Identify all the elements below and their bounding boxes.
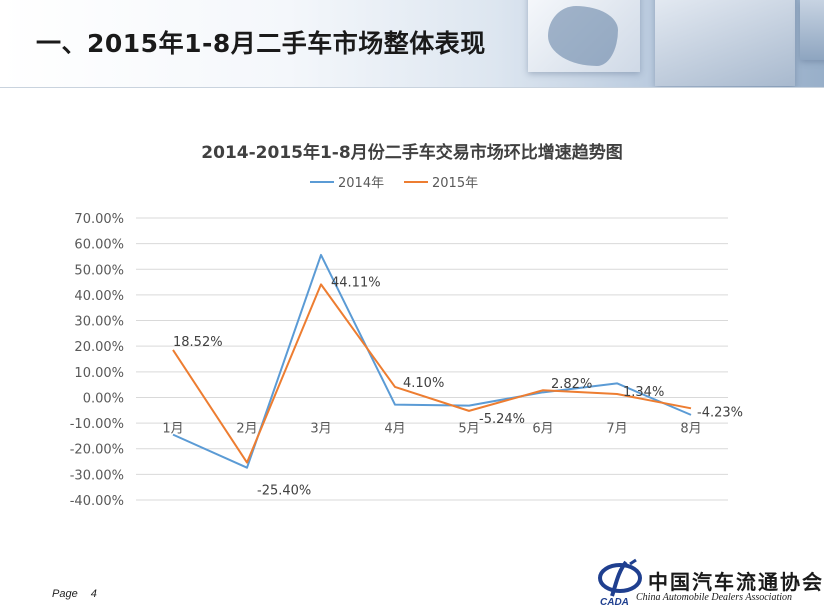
data-label: -25.40% bbox=[257, 484, 311, 499]
x-tick-label: 5月 bbox=[458, 421, 479, 436]
y-tick-label: -20.00% bbox=[70, 443, 124, 458]
line-chart: 2014-2015年1-8月份二手车交易市场环比增速趋势图 2014年 2015年 7… bbox=[70, 142, 743, 509]
cada-logo: CADA 中国汽车流通协会 China Automobile Dealers A… bbox=[596, 556, 822, 610]
logo-name-en: China Automobile Dealers Association bbox=[636, 592, 793, 603]
data-label: 18.52% bbox=[173, 335, 223, 350]
x-tick-label: 1月 bbox=[162, 421, 183, 436]
slide-header: 一、2015年1-8月二手车市场整体表现 bbox=[0, 0, 824, 88]
y-tick-label: -40.00% bbox=[70, 494, 124, 509]
y-tick-label: 40.00% bbox=[74, 289, 124, 304]
legend-label: 2015年 bbox=[432, 176, 478, 191]
x-tick-label: 4月 bbox=[384, 421, 405, 436]
logo-name-cn: 中国汽车流通协会 bbox=[648, 570, 824, 594]
data-label: 4.10% bbox=[403, 376, 444, 391]
data-label: 44.11% bbox=[331, 275, 381, 290]
decorative-map bbox=[548, 6, 618, 66]
y-tick-label: 20.00% bbox=[74, 340, 124, 355]
x-tick-label: 2月 bbox=[236, 421, 257, 436]
data-label: -5.24% bbox=[479, 412, 525, 427]
y-tick-label: 70.00% bbox=[74, 212, 124, 227]
y-tick-label: 0.00% bbox=[83, 391, 124, 406]
y-tick-label: 30.00% bbox=[74, 315, 124, 330]
data-label: -4.23% bbox=[697, 405, 743, 420]
page-label: Page bbox=[52, 588, 78, 600]
legend-label: 2014年 bbox=[338, 176, 384, 191]
page-number: 4 bbox=[90, 588, 97, 600]
x-tick-label: 7月 bbox=[606, 421, 627, 436]
y-tick-label: -30.00% bbox=[70, 468, 124, 483]
chart-title: 2014-2015年1-8月份二手车交易市场环比增速趋势图 bbox=[201, 142, 622, 163]
y-tick-label: -10.00% bbox=[70, 417, 124, 432]
cada-emblem-icon: CADA bbox=[598, 558, 642, 608]
decorative-cube bbox=[800, 0, 824, 60]
series-line-2015年 bbox=[172, 283, 692, 464]
data-label: 2.82% bbox=[551, 377, 592, 392]
y-tick-label: 10.00% bbox=[74, 366, 124, 381]
logo-abbr: CADA bbox=[600, 597, 629, 608]
y-tick-label: 50.00% bbox=[74, 263, 124, 278]
x-tick-label: 6月 bbox=[532, 421, 553, 436]
decorative-cube bbox=[655, 0, 795, 86]
data-label: 1.34% bbox=[623, 385, 664, 400]
header-divider bbox=[0, 87, 824, 88]
x-tick-label: 3月 bbox=[310, 421, 331, 436]
page-indicator: Page 4 bbox=[52, 588, 97, 600]
page-title: 一、2015年1-8月二手车市场整体表现 bbox=[36, 29, 486, 58]
y-tick-label: 60.00% bbox=[74, 238, 124, 253]
x-tick-label: 8月 bbox=[680, 421, 701, 436]
